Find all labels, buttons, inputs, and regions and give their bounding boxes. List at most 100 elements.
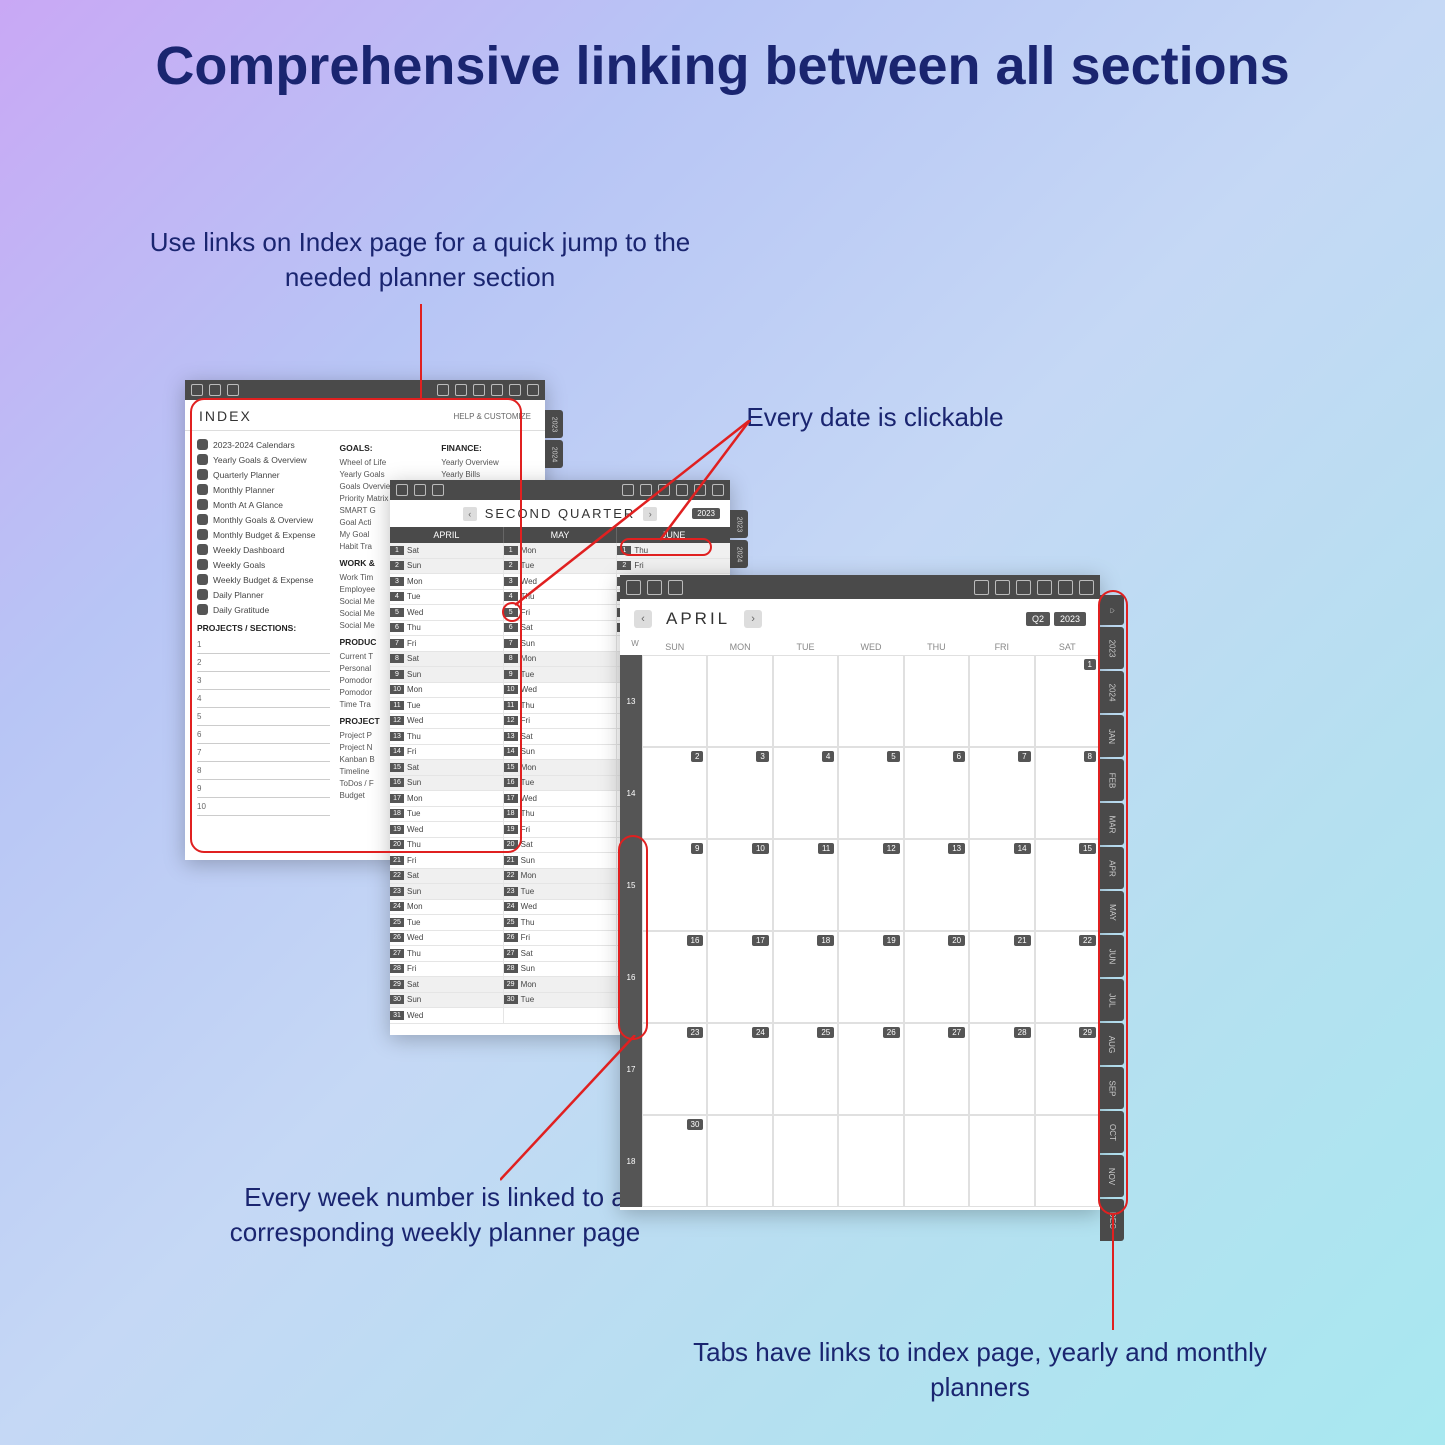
quarter-date-cell[interactable]: 26Wed	[390, 931, 504, 947]
index-link[interactable]: Monthly Budget & Expense	[197, 527, 330, 542]
month-day-cell[interactable]: 15	[1035, 839, 1100, 931]
quarter-date-cell[interactable]: 2Fri	[617, 559, 730, 575]
month-day-cell[interactable]: 26	[838, 1023, 903, 1115]
quarter-date-cell[interactable]: 22Mon	[504, 869, 618, 885]
quarter-date-cell[interactable]: 17Mon	[390, 791, 504, 807]
side-tab[interactable]: 2023	[730, 510, 748, 538]
month-day-cell[interactable]: 12	[838, 839, 903, 931]
month-day-cell[interactable]: 6	[904, 747, 969, 839]
help-link[interactable]: HELP & CUSTOMIZE	[454, 412, 532, 421]
project-slot[interactable]: 8	[197, 762, 330, 780]
side-tab[interactable]: APR	[1100, 847, 1124, 889]
month-day-cell[interactable]	[904, 655, 969, 747]
week-number[interactable]: 17	[620, 1023, 642, 1115]
quarter-date-cell[interactable]: 2Sun	[390, 559, 504, 575]
month-day-cell[interactable]	[773, 1115, 838, 1207]
quarter-date-cell[interactable]: 1Thu	[617, 543, 730, 559]
month-day-cell[interactable]: 16	[642, 931, 707, 1023]
quarter-date-cell[interactable]: 1Sat	[390, 543, 504, 559]
quarter-date-cell[interactable]: 10Wed	[504, 683, 618, 699]
quarter-date-cell[interactable]: 9Tue	[504, 667, 618, 683]
quarter-date-cell[interactable]: 8Mon	[504, 652, 618, 668]
month-day-cell[interactable]: 9	[642, 839, 707, 931]
month-day-cell[interactable]: 2	[642, 747, 707, 839]
quarter-date-cell[interactable]: 27Sat	[504, 946, 618, 962]
month-day-cell[interactable]: 24	[707, 1023, 772, 1115]
quarter-date-cell[interactable]: 23Tue	[504, 884, 618, 900]
quarter-date-cell[interactable]: 21Fri	[390, 853, 504, 869]
side-tab[interactable]: SEP	[1100, 1067, 1124, 1109]
index-link[interactable]: Month At A Glance	[197, 497, 330, 512]
quarter-month-tab[interactable]: MAY	[504, 527, 618, 543]
index-link[interactable]: Daily Gratitude	[197, 602, 330, 617]
index-link[interactable]: Yearly Goals	[340, 468, 432, 480]
month-day-cell[interactable]: 13	[904, 839, 969, 931]
quarter-date-cell[interactable]: 30Sun	[390, 993, 504, 1009]
month-day-cell[interactable]: 10	[707, 839, 772, 931]
side-tab[interactable]: 2024	[1100, 671, 1124, 713]
quarter-date-cell[interactable]: 19Fri	[504, 822, 618, 838]
index-link[interactable]: Monthly Planner	[197, 482, 330, 497]
index-link[interactable]: Yearly Goals & Overview	[197, 452, 330, 467]
quarter-year-badge[interactable]: 2023	[692, 508, 720, 519]
month-day-cell[interactable]: 5	[838, 747, 903, 839]
month-day-cell[interactable]	[969, 1115, 1034, 1207]
home-tab[interactable]: ⌂	[1100, 595, 1124, 625]
month-day-cell[interactable]	[707, 655, 772, 747]
project-slot[interactable]: 10	[197, 798, 330, 816]
quarter-date-cell[interactable]: 12Wed	[390, 714, 504, 730]
quarter-date-cell[interactable]: 3Wed	[504, 574, 618, 590]
quarter-date-cell[interactable]: 14Fri	[390, 745, 504, 761]
quarter-date-cell[interactable]: 13Sat	[504, 729, 618, 745]
prev-quarter-button[interactable]: ‹	[463, 507, 477, 521]
month-day-cell[interactable]: 19	[838, 931, 903, 1023]
month-year-badge[interactable]: 2023	[1054, 612, 1086, 626]
month-day-cell[interactable]	[969, 655, 1034, 747]
quarter-date-cell[interactable]: 21Sun	[504, 853, 618, 869]
side-tab[interactable]: JAN	[1100, 715, 1124, 757]
quarter-date-cell[interactable]: 2Tue	[504, 559, 618, 575]
index-link[interactable]: Daily Planner	[197, 587, 330, 602]
quarter-date-cell[interactable]: 29Mon	[504, 977, 618, 993]
index-link[interactable]: Yearly Overview	[441, 456, 533, 468]
month-day-cell[interactable]	[773, 655, 838, 747]
quarter-date-cell[interactable]: 16Tue	[504, 776, 618, 792]
quarter-date-cell[interactable]: 28Sun	[504, 962, 618, 978]
quarter-month-tab[interactable]: APRIL	[390, 527, 504, 543]
month-day-cell[interactable]: 22	[1035, 931, 1100, 1023]
quarter-date-cell[interactable]: 25Thu	[504, 915, 618, 931]
quarter-date-cell[interactable]: 20Thu	[390, 838, 504, 854]
quarter-date-cell[interactable]: 1Mon	[504, 543, 618, 559]
month-day-cell[interactable]: 25	[773, 1023, 838, 1115]
quarter-date-cell[interactable]: 30Tue	[504, 993, 618, 1009]
month-day-cell[interactable]	[1035, 1115, 1100, 1207]
month-day-cell[interactable]: 14	[969, 839, 1034, 931]
month-q-badge[interactable]: Q2	[1026, 612, 1050, 626]
side-tab[interactable]: 2024	[730, 540, 748, 568]
month-day-cell[interactable]: 27	[904, 1023, 969, 1115]
month-day-cell[interactable]: 18	[773, 931, 838, 1023]
quarter-date-cell[interactable]: 8Sat	[390, 652, 504, 668]
index-link[interactable]: 2023-2024 Calendars	[197, 437, 330, 452]
quarter-date-cell[interactable]: 11Thu	[504, 698, 618, 714]
project-slot[interactable]: 1	[197, 636, 330, 654]
quarter-date-cell[interactable]: 7Fri	[390, 636, 504, 652]
month-day-cell[interactable]	[838, 1115, 903, 1207]
side-tab[interactable]: 2023	[545, 410, 563, 438]
quarter-date-cell[interactable]: 19Wed	[390, 822, 504, 838]
side-tab[interactable]: NOV	[1100, 1155, 1124, 1197]
month-day-cell[interactable]	[904, 1115, 969, 1207]
month-day-cell[interactable]: 1	[1035, 655, 1100, 747]
side-tab[interactable]: JUL	[1100, 979, 1124, 1021]
quarter-date-cell[interactable]: 27Thu	[390, 946, 504, 962]
project-slot[interactable]: 3	[197, 672, 330, 690]
quarter-date-cell[interactable]: 23Sun	[390, 884, 504, 900]
quarter-date-cell[interactable]: 3Mon	[390, 574, 504, 590]
quarter-date-cell[interactable]: 10Mon	[390, 683, 504, 699]
project-slot[interactable]: 4	[197, 690, 330, 708]
week-number[interactable]: 18	[620, 1115, 642, 1207]
quarter-date-cell[interactable]: 25Tue	[390, 915, 504, 931]
quarter-date-cell[interactable]: 13Thu	[390, 729, 504, 745]
index-link[interactable]: Quarterly Planner	[197, 467, 330, 482]
project-slot[interactable]: 9	[197, 780, 330, 798]
